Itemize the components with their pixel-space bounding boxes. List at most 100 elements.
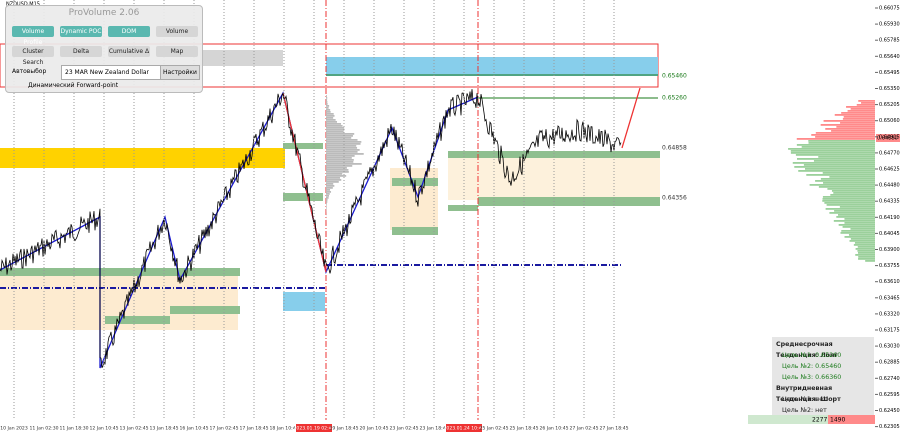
panel-button[interactable]: Volume	[156, 26, 198, 37]
x-tick-label: 25 Jan 02:45	[479, 426, 508, 432]
profile-bar	[849, 240, 875, 242]
profile-bar	[838, 224, 875, 226]
y-tick-label: 0.64625	[879, 167, 900, 173]
x-label-bg	[296, 424, 332, 432]
profile-bar	[825, 128, 875, 130]
current-price: 0.64880	[877, 136, 898, 142]
profile-bar	[815, 180, 875, 182]
x-tick-label: 11 Jan 18:30	[59, 426, 88, 432]
panel-button[interactable]: Dynamic POC	[60, 26, 102, 37]
profile-bar	[865, 260, 875, 262]
profile-bar	[326, 167, 347, 169]
panel-button[interactable]: DOM	[108, 26, 150, 37]
profile-bar	[326, 115, 335, 117]
panel-button[interactable]: Delta	[60, 46, 102, 57]
profile-bar	[326, 111, 331, 113]
x-tick-label: 13 Jan 02:45	[119, 426, 148, 432]
auto-select[interactable]: Автовыбор	[12, 68, 47, 75]
settings-button[interactable]: Настройки	[160, 65, 200, 80]
info-line: Внутридневная Тенденция: Шорт	[776, 385, 841, 403]
profile-bar	[844, 236, 875, 238]
y-tick-label: 0.62885	[879, 360, 900, 366]
profile-bar	[844, 218, 875, 220]
profile-bar	[841, 230, 875, 232]
profile-bar	[801, 146, 875, 148]
x-tick-label: 19 Jan 18:45	[329, 426, 358, 432]
level-label: 0.65460	[662, 73, 687, 80]
y-tick-label: 0.65495	[879, 70, 900, 76]
profile-bar	[834, 210, 875, 212]
panel-button[interactable]: Volume Profile	[12, 26, 54, 46]
profile-bar	[848, 234, 875, 236]
x-tick-label: 11 Jan 02:30	[29, 426, 58, 432]
instrument-select[interactable]: 23 MAR New Zealand Dollar	[61, 65, 161, 80]
y-tick-label: 0.62595	[879, 392, 900, 398]
x-tick-label: 27 Jan 18:45	[599, 426, 628, 432]
forward-toggle[interactable]: Динамический Forward-point	[28, 82, 119, 89]
profile-bar	[326, 199, 328, 201]
profile-bar	[834, 114, 875, 116]
x-tick-label: 23 Jan 02:45	[389, 426, 418, 432]
profile-bar	[855, 248, 875, 250]
profile-bar	[788, 148, 875, 150]
y-tick-label: 0.65350	[879, 86, 900, 92]
info-line: Цель №1: 0.65260	[782, 352, 842, 359]
profile-bar	[850, 238, 875, 240]
info-line: Цель №3: 0.66360	[782, 374, 842, 381]
panel-button[interactable]: Map	[156, 46, 198, 57]
profile-bar	[811, 134, 875, 136]
profile-bar	[326, 207, 327, 209]
x-tick-label: 16 Jan 10:45	[179, 426, 208, 432]
volume-profile	[326, 95, 875, 262]
profile-bar	[326, 117, 334, 119]
profile-bar	[326, 193, 330, 195]
profile-bar	[823, 182, 875, 184]
volume-bar	[748, 415, 875, 424]
profile-bar	[842, 118, 875, 120]
info-box: Среднесрочная Тенденция: Лонг Цель №1: 0.…	[772, 337, 874, 415]
profile-bar	[808, 142, 875, 144]
info-line: Среднесрочная Тенденция: Лонг	[776, 341, 838, 359]
profile-bar	[326, 185, 335, 187]
profile-bar	[326, 161, 354, 163]
profile-bar	[825, 208, 875, 210]
profile-bar	[326, 129, 345, 131]
profile-bar	[326, 99, 328, 101]
profile-bar	[326, 197, 329, 199]
profile-bar	[326, 175, 347, 177]
price-line	[0, 89, 622, 369]
zone-blue	[283, 292, 325, 311]
profile-bar	[326, 165, 353, 167]
y-tick-label: 0.63320	[879, 311, 900, 317]
profile-bar	[818, 186, 875, 188]
y-tick-label: 0.65930	[879, 22, 900, 28]
profile-bar	[326, 157, 352, 159]
volume-buy: 2277	[812, 417, 827, 424]
zone-gray	[200, 50, 283, 66]
profile-bar	[796, 158, 875, 160]
profile-bar	[858, 256, 875, 258]
volume-sell: 1490	[830, 417, 845, 424]
profile-bar	[326, 137, 352, 139]
panel-button[interactable]: Cumulative Δ	[108, 46, 150, 57]
profile-bar	[850, 108, 875, 110]
y-tick-label: 0.63175	[879, 328, 900, 334]
profile-bar	[326, 109, 331, 111]
profile-bar	[824, 202, 875, 204]
profile-bar	[796, 138, 875, 140]
info-line: Цель №2: 0.65460	[782, 363, 842, 370]
profile-bar	[861, 102, 875, 104]
profile-bar	[855, 254, 875, 256]
profile-bar	[326, 187, 333, 189]
profile-bar	[836, 126, 875, 128]
profile-bar	[326, 191, 332, 193]
x-tick-label: 13 Jan 18:45	[149, 426, 178, 432]
profile-bar	[850, 228, 875, 230]
profile-bar	[796, 144, 875, 146]
profile-bar	[857, 252, 875, 254]
x-tick-label: 10 Jan 2023	[0, 426, 28, 432]
profile-bar	[836, 216, 875, 218]
profile-bar	[326, 169, 349, 171]
info-line: Цель №2: нет	[782, 407, 827, 414]
panel-button[interactable]: Cluster Search	[12, 46, 54, 66]
